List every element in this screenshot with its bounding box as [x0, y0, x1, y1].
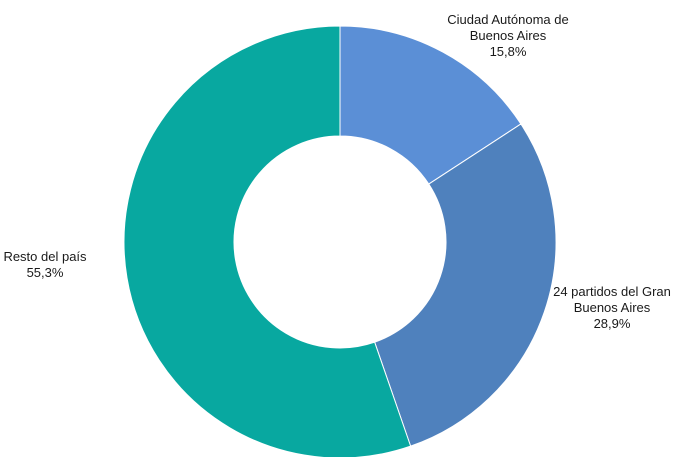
slice-resto-del-pais [123, 25, 412, 457]
data-label-caba: Ciudad Autónoma de Buenos Aires 15,8% [447, 12, 568, 59]
data-label-value: 55,3% [27, 265, 64, 280]
label-group: Ciudad Autónoma de Buenos Aires 15,8%24 pa… [3, 12, 670, 331]
data-label-text: 24 partidos del Gran [553, 284, 671, 299]
slice-gba-24-partidos [374, 123, 557, 447]
data-label-resto-del-pais: Resto del país 55,3% [3, 249, 87, 280]
data-label-text: Resto del país [3, 249, 87, 264]
data-label-value: 28,9% [594, 316, 631, 331]
data-label-gba-24-partidos: 24 partidos del Gran Buenos Aires 28,9% [553, 284, 671, 331]
slice-caba [339, 25, 522, 185]
data-label-text: Ciudad Autónoma de [447, 12, 568, 27]
data-label-value: 15,8% [490, 44, 527, 59]
data-label-text: Buenos Aires [574, 300, 651, 315]
data-label-text: Buenos Aires [470, 28, 547, 43]
slice-group [123, 25, 557, 457]
